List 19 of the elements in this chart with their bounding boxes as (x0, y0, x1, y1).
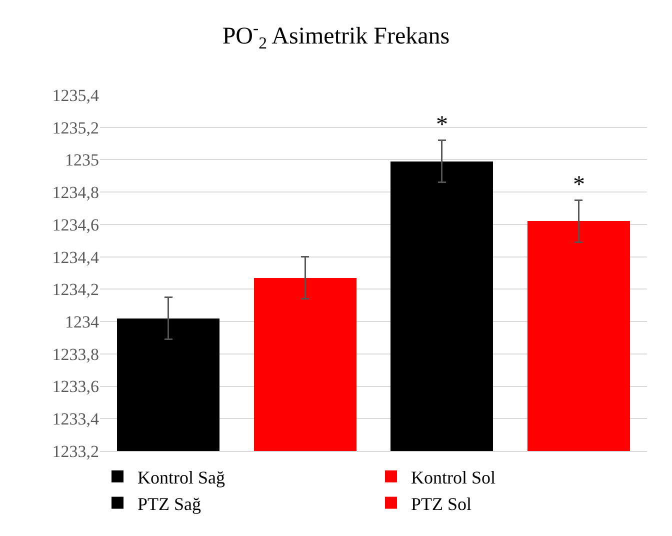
legend-label: Kontrol Sağ (138, 467, 225, 488)
y-tick-label: 1233,2 (52, 442, 99, 461)
y-tick-label: 1235,2 (52, 118, 99, 138)
y-tick-label: 1234,8 (52, 183, 99, 202)
y-tick-label: 1233,6 (52, 377, 99, 396)
annotation: * (436, 112, 448, 138)
y-tick-label: 1234,4 (52, 248, 100, 267)
y-tick-label: 1233,8 (52, 344, 99, 364)
y-tick-label: 1234,2 (52, 280, 99, 300)
y-tick-label: 1234,6 (52, 215, 99, 234)
y-tick-label: 1233,4 (52, 410, 100, 429)
legend-label: PTZ Sağ (138, 494, 202, 514)
legend-label: PTZ Sol (411, 494, 472, 514)
y-tick-label: 1235 (65, 150, 99, 170)
legend-label: Kontrol Sol (411, 467, 496, 488)
y-tick-label: 1234 (65, 312, 100, 332)
chart-title: PO$^{-}$$_{2}$ Asimetrik Frekans (222, 18, 450, 53)
y-tick-label: 1235,4 (52, 86, 100, 105)
annotation: * (573, 172, 585, 198)
